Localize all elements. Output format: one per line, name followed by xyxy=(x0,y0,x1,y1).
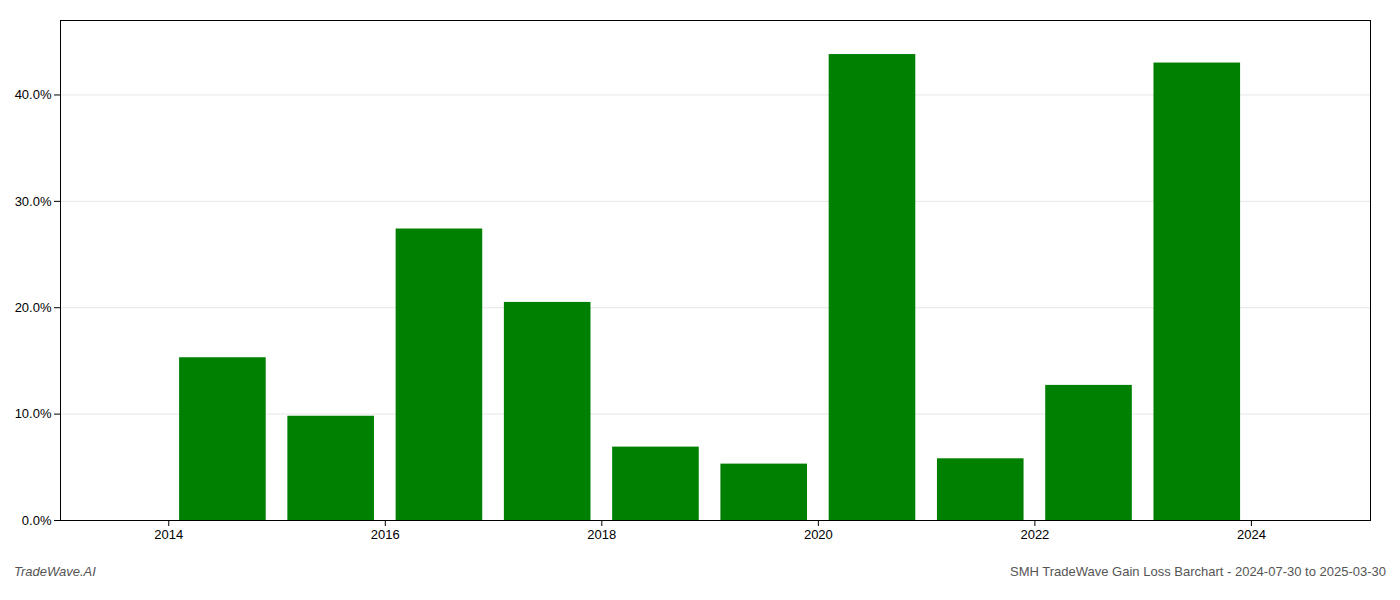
html-text:TradeWave.AI: TradeWave.AI xyxy=(14,564,96,579)
svg-text:2014: 2014 xyxy=(154,527,183,542)
svg-text:2016: 2016 xyxy=(371,527,400,542)
html-text:SMH TradeWave Gain Loss Barcha: SMH TradeWave Gain Loss Barchart - 2024-… xyxy=(1010,564,1386,579)
svg-text:2022: 2022 xyxy=(1020,527,1049,542)
svg-text:40.0%: 40.0% xyxy=(15,87,52,102)
svg-text:20.0%: 20.0% xyxy=(15,300,52,315)
svg-text:2024: 2024 xyxy=(1237,527,1266,542)
svg-text:30.0%: 30.0% xyxy=(15,194,52,209)
svg-text:2020: 2020 xyxy=(804,527,833,542)
svg-text:2018: 2018 xyxy=(587,527,616,542)
svg-text:0.0%: 0.0% xyxy=(22,513,52,528)
svg-text:10.0%: 10.0% xyxy=(15,406,52,421)
